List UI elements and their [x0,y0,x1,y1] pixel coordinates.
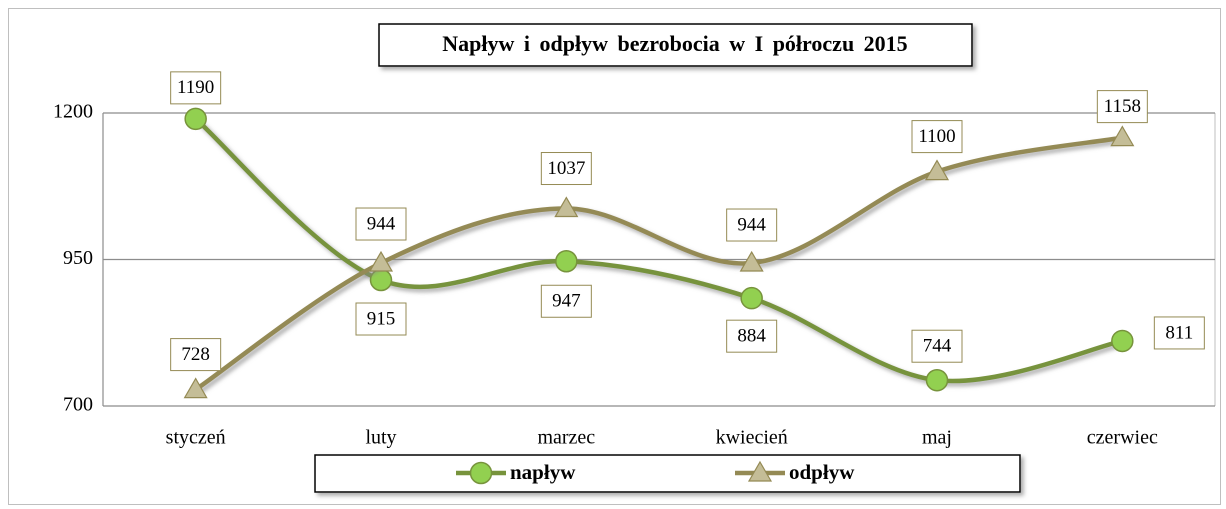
data-label-frame [911,120,963,154]
data-label: 944 [737,214,766,235]
x-tick-label: marzec [537,427,595,449]
marker [1110,125,1135,147]
data-label: 1158 [1104,96,1141,117]
data-label: 1100 [918,126,955,147]
data-label: 728 [181,344,210,365]
data-label-frame [355,207,407,241]
title-frame [378,23,973,67]
legend-frame [314,454,1021,493]
legend: napływ odpływ [314,454,1021,493]
data-label-frame [1153,316,1205,350]
data-label-frame [355,302,407,336]
series: 1190 915 947 884 744 811 [170,71,1205,392]
data-label-frame [170,71,222,105]
y-tick-label: 1200 [53,101,93,123]
legend-label: odpływ [789,460,855,484]
x-tick-label: luty [365,427,396,449]
data-label: 884 [737,326,766,347]
data-label: 915 [367,308,396,329]
data-label: 947 [552,291,581,312]
x-tick-label: kwiecień [716,427,788,449]
data-label-frame [170,338,222,372]
legend-label: napływ [510,460,576,484]
data-label-frame [540,152,592,186]
data-label: 744 [923,336,952,357]
data-label-frame [726,319,778,353]
data-label: 811 [1165,322,1193,343]
data-label: 944 [367,213,396,234]
marker [369,268,393,292]
legend-marker [747,460,773,482]
y-tick-label: 950 [63,247,93,269]
data-label-frame [726,208,778,242]
marker [555,250,578,273]
data-label-frame [540,284,592,318]
chart-title: Napływ i odpływ bezrobocia w I półroczu … [442,31,907,56]
x-tick-label: czerwiec [1087,427,1158,449]
marker [184,107,207,131]
marker [1111,329,1134,353]
legend-marker [469,461,493,485]
y-tick-label: 700 [63,394,93,416]
series: 728 944 1037 944 1100 1158 [170,90,1148,399]
marker [740,286,763,310]
series-line [194,117,1123,384]
marker [739,250,764,272]
x-tick-label: maj [922,427,952,449]
marker [554,196,579,218]
data-label-frame [911,329,963,363]
marker [925,368,949,392]
data-label: 1190 [177,77,214,98]
marker [183,377,208,399]
marker [924,159,950,181]
marker [368,250,394,272]
series-line [194,135,1123,392]
title-box: Napływ i odpływ bezrobocia w I półroczu … [378,23,973,67]
data-label: 1037 [547,158,585,179]
x-tick-label: styczeń [166,427,226,449]
data-label-frame [1096,90,1148,124]
